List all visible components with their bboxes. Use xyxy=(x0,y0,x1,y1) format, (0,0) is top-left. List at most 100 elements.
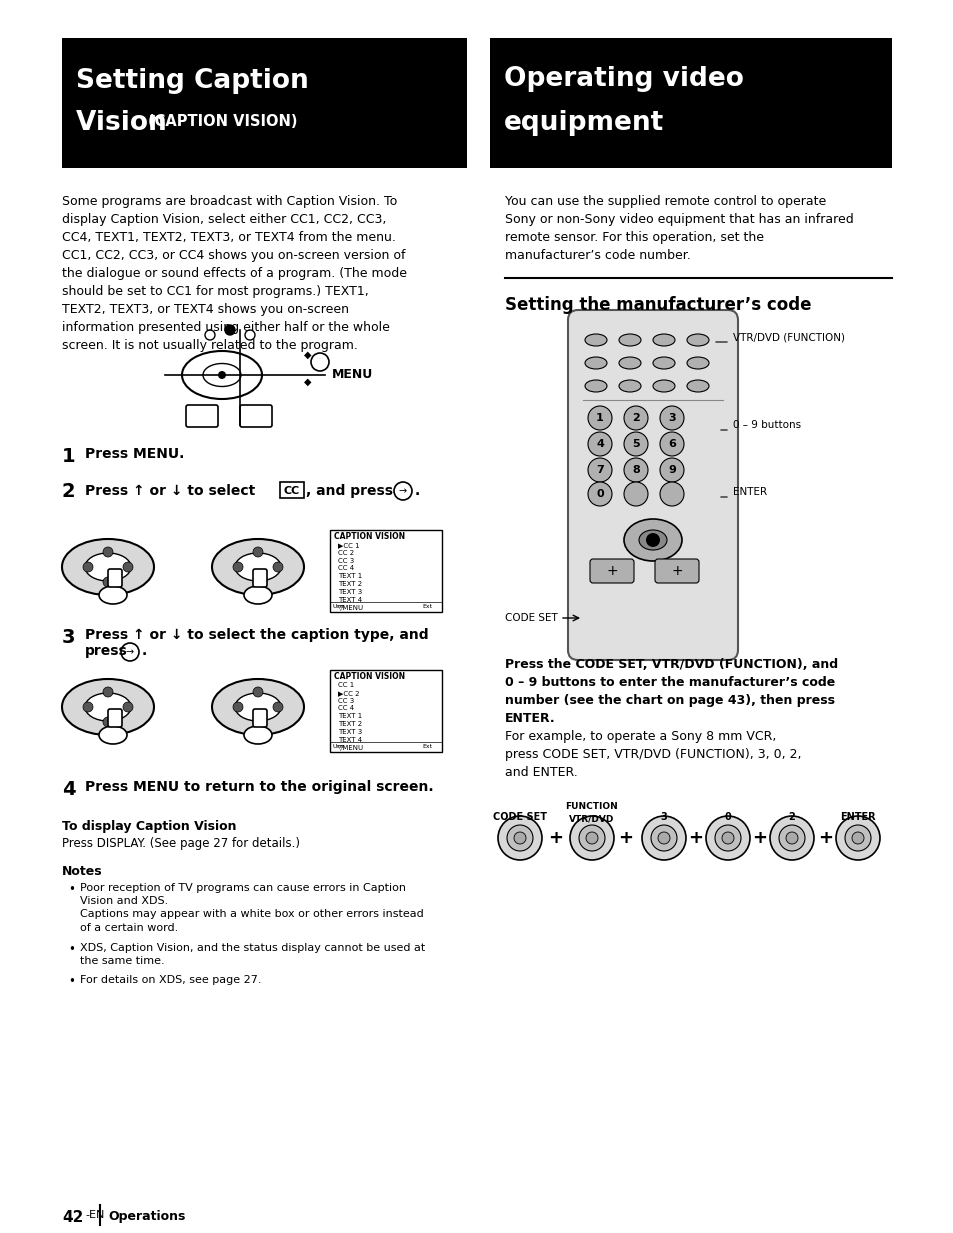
Text: FUNCTION: FUNCTION xyxy=(565,801,618,811)
Text: Vision: Vision xyxy=(76,110,175,136)
FancyBboxPatch shape xyxy=(490,38,891,168)
Ellipse shape xyxy=(99,586,127,604)
Text: 0: 0 xyxy=(596,490,603,499)
Text: 2: 2 xyxy=(62,482,75,501)
FancyBboxPatch shape xyxy=(253,568,267,587)
Text: Notes: Notes xyxy=(62,866,103,878)
Text: Ext: Ext xyxy=(421,604,432,609)
Text: ▶CC 2: ▶CC 2 xyxy=(337,689,359,695)
Text: Press MENU.: Press MENU. xyxy=(85,448,184,461)
Circle shape xyxy=(506,825,533,851)
FancyBboxPatch shape xyxy=(589,559,634,583)
Text: ENTER: ENTER xyxy=(840,813,875,822)
Circle shape xyxy=(779,825,804,851)
Text: TEXT 3: TEXT 3 xyxy=(337,729,362,735)
Text: equipment: equipment xyxy=(503,110,663,136)
Ellipse shape xyxy=(85,693,131,721)
Text: , and press: , and press xyxy=(306,485,393,498)
Circle shape xyxy=(83,702,92,711)
Text: +: + xyxy=(618,829,633,847)
Circle shape xyxy=(659,406,683,430)
Circle shape xyxy=(233,702,243,711)
Text: For example, to operate a Sony 8 mm VCR,
press CODE SET, VTR/DVD (FUNCTION), 3, : For example, to operate a Sony 8 mm VCR,… xyxy=(504,730,801,779)
Ellipse shape xyxy=(639,530,666,550)
Ellipse shape xyxy=(234,552,281,581)
Circle shape xyxy=(225,326,234,335)
Text: 9: 9 xyxy=(667,465,676,475)
Circle shape xyxy=(714,825,740,851)
Circle shape xyxy=(123,702,132,711)
Text: CC 1: CC 1 xyxy=(337,682,354,688)
Circle shape xyxy=(273,562,283,572)
Text: Operating video: Operating video xyxy=(503,67,743,92)
Circle shape xyxy=(587,406,612,430)
Circle shape xyxy=(253,577,263,587)
Text: •: • xyxy=(68,883,74,896)
Circle shape xyxy=(587,432,612,456)
Ellipse shape xyxy=(584,358,606,369)
Text: TEXT 4: TEXT 4 xyxy=(337,736,362,742)
Circle shape xyxy=(245,330,254,340)
FancyBboxPatch shape xyxy=(567,309,738,660)
Ellipse shape xyxy=(203,364,241,386)
Circle shape xyxy=(650,825,677,851)
Circle shape xyxy=(83,562,92,572)
Circle shape xyxy=(835,816,879,859)
Ellipse shape xyxy=(62,539,153,596)
Text: TEXT 3: TEXT 3 xyxy=(337,589,362,594)
Text: CC 4: CC 4 xyxy=(337,705,354,711)
Text: CC 2: CC 2 xyxy=(337,550,354,556)
Circle shape xyxy=(785,832,797,845)
Circle shape xyxy=(253,718,263,727)
Text: 42: 42 xyxy=(62,1210,83,1226)
Text: +: + xyxy=(688,829,702,847)
Text: 4: 4 xyxy=(596,439,603,449)
Circle shape xyxy=(641,816,685,859)
Text: 5: 5 xyxy=(632,439,639,449)
Text: MENU: MENU xyxy=(332,367,373,381)
Circle shape xyxy=(659,432,683,456)
Ellipse shape xyxy=(618,334,640,346)
Circle shape xyxy=(273,702,283,711)
Circle shape xyxy=(103,547,112,557)
Circle shape xyxy=(103,577,112,587)
Circle shape xyxy=(623,457,647,482)
Text: ▶CC 1: ▶CC 1 xyxy=(337,543,359,547)
Ellipse shape xyxy=(244,726,272,743)
Circle shape xyxy=(205,330,214,340)
FancyBboxPatch shape xyxy=(280,482,304,498)
Text: ▽MENU: ▽MENU xyxy=(337,604,364,610)
Text: +: + xyxy=(548,829,563,847)
Circle shape xyxy=(623,432,647,456)
Circle shape xyxy=(121,642,139,661)
FancyBboxPatch shape xyxy=(240,404,272,427)
Circle shape xyxy=(253,547,263,557)
Circle shape xyxy=(769,816,813,859)
Text: 7: 7 xyxy=(596,465,603,475)
Text: CC 3: CC 3 xyxy=(337,557,354,563)
Circle shape xyxy=(394,482,412,501)
Text: CAPTION VISION: CAPTION VISION xyxy=(334,672,405,681)
Text: TEXT 1: TEXT 1 xyxy=(337,713,362,719)
Text: 2: 2 xyxy=(788,813,795,822)
Text: ◆: ◆ xyxy=(304,377,312,387)
Text: +: + xyxy=(752,829,767,847)
FancyBboxPatch shape xyxy=(108,709,122,727)
Text: ▽MENU: ▽MENU xyxy=(337,745,364,751)
Text: Setting Caption: Setting Caption xyxy=(76,68,309,94)
Text: Poor reception of TV programs can cause errors in Caption
Vision and XDS.
Captio: Poor reception of TV programs can cause … xyxy=(80,883,423,932)
Text: •: • xyxy=(68,975,74,988)
Text: For details on XDS, see page 27.: For details on XDS, see page 27. xyxy=(80,975,261,985)
Ellipse shape xyxy=(686,358,708,369)
Ellipse shape xyxy=(652,334,675,346)
Text: VTR/DVD: VTR/DVD xyxy=(569,814,614,822)
Ellipse shape xyxy=(618,380,640,392)
Text: -EN: -EN xyxy=(85,1210,104,1219)
Text: 1: 1 xyxy=(62,448,75,466)
Text: 0 – 9 buttons: 0 – 9 buttons xyxy=(732,420,801,430)
Circle shape xyxy=(645,533,659,547)
Circle shape xyxy=(587,482,612,506)
Ellipse shape xyxy=(234,693,281,721)
Circle shape xyxy=(705,816,749,859)
Ellipse shape xyxy=(686,380,708,392)
